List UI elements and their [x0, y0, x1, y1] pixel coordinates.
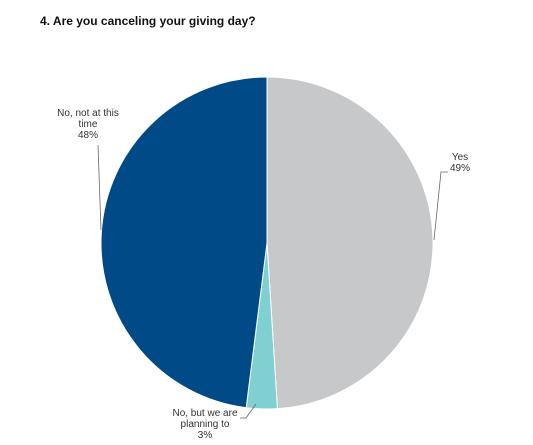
leader-line	[433, 171, 448, 241]
slice-label: No, but we are planning to 3%	[160, 408, 250, 441]
value-label: 3%	[197, 430, 213, 441]
value-label: 48%	[77, 130, 98, 141]
leader-line	[97, 144, 102, 231]
chart-title: 4. Are you canceling your giving day?	[40, 14, 256, 28]
pie-slice	[100, 76, 268, 409]
category-label: Yes	[451, 152, 469, 163]
slice-label: Yes 49%	[440, 152, 480, 174]
pie-slice	[266, 76, 434, 410]
category-label: No, not at this time	[57, 108, 119, 130]
category-label: No, but we are planning to	[172, 408, 238, 430]
value-label: 49%	[449, 163, 470, 174]
leader-line	[240, 403, 257, 419]
slice-label: No, not at this time 48%	[48, 108, 128, 141]
